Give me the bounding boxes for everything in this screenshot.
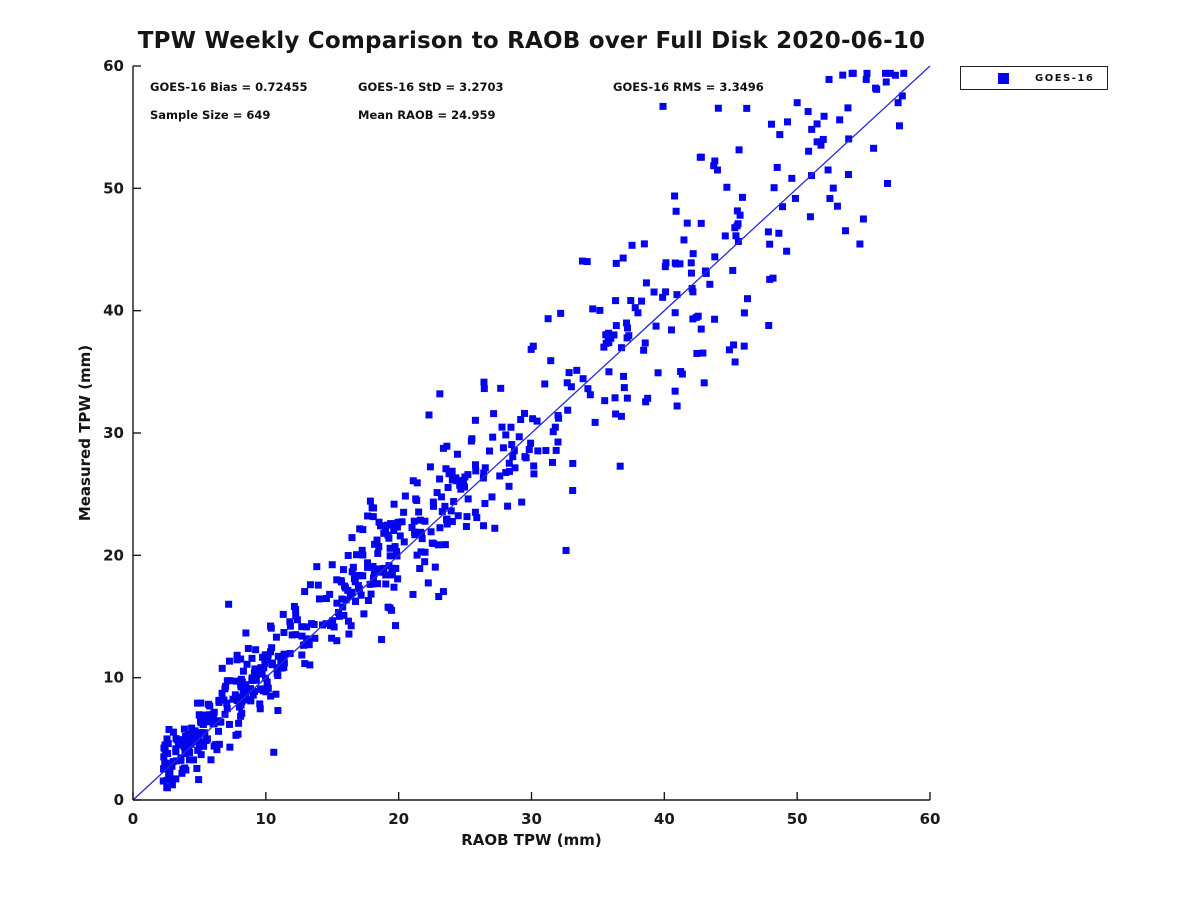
stat-std: GOES-16 StD = 3.2703: [358, 80, 504, 94]
x-tick-label: 50: [787, 810, 808, 828]
x-tick-label: 60: [920, 810, 941, 828]
x-tick-label: 20: [388, 810, 409, 828]
stat-mean-raob: Mean RAOB = 24.959: [358, 108, 496, 122]
y-tick-label: 0: [114, 791, 124, 809]
legend-box: GOES-16: [960, 66, 1108, 90]
y-tick-label: 40: [103, 302, 124, 320]
axis-ticks: 0 10 20 30 40 50 60 0 10 20 30 40 50 60: [103, 57, 940, 828]
stat-sample-size: Sample Size = 649: [150, 108, 271, 122]
x-tick-label: 30: [521, 810, 542, 828]
y-tick-label: 30: [103, 424, 124, 442]
y-tick-label: 60: [103, 57, 124, 75]
x-tick-label: 0: [128, 810, 138, 828]
y-tick-label: 50: [103, 179, 124, 197]
legend-series-label: GOES-16: [1035, 72, 1095, 84]
stat-bias: GOES-16 Bias = 0.72455: [150, 80, 308, 94]
y-tick-label: 20: [103, 546, 124, 564]
stat-rms: GOES-16 RMS = 3.3496: [613, 80, 764, 94]
chart-title: TPW Weekly Comparison to RAOB over Full …: [137, 28, 926, 54]
scatter-points: [159, 69, 908, 792]
fit-line: [132, 65, 931, 801]
legend-marker-square-icon: [998, 72, 1009, 84]
y-tick-label: 10: [103, 669, 124, 687]
x-tick-label: 40: [654, 810, 675, 828]
x-tick-label: 10: [255, 810, 276, 828]
x-axis-label: RAOB TPW (mm): [461, 831, 602, 849]
